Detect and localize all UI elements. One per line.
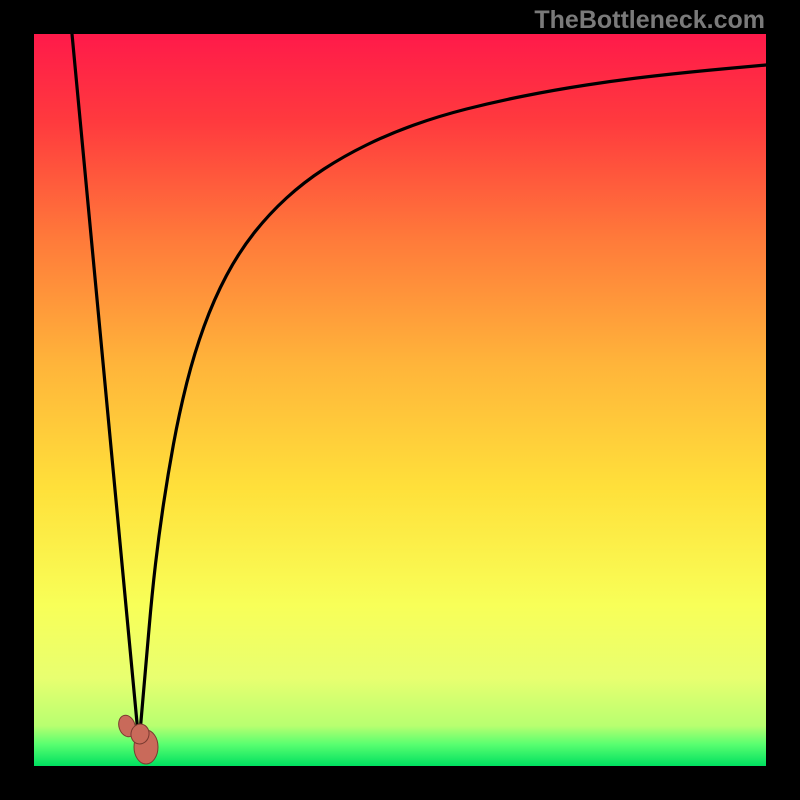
gradient-background: [34, 34, 766, 766]
plot-area: [34, 34, 766, 766]
plot-svg: [34, 34, 766, 766]
watermark: TheBottleneck.com: [534, 6, 765, 35]
